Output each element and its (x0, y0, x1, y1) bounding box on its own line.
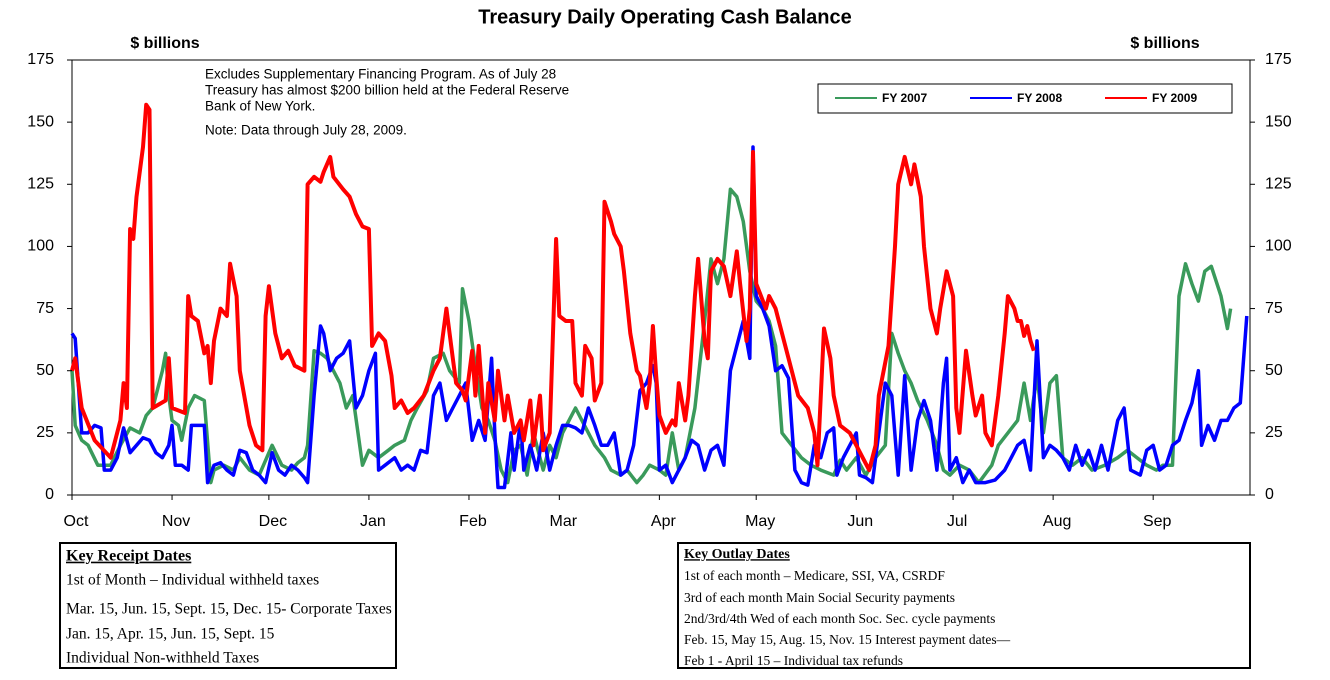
legend-box (817, 83, 1233, 114)
legend-label: FY 2008 (1017, 91, 1062, 105)
y2-tick-label: 50 (1265, 362, 1283, 379)
y2-axis-label: $ billions (1130, 35, 1199, 52)
x-tick-label: May (745, 513, 775, 530)
annotation: Bank of New York. (205, 99, 315, 114)
annotation: Treasury has almost $200 billion held at… (205, 83, 569, 98)
receipt-title: Key Receipt Dates (66, 548, 191, 565)
y-tick-label: 100 (27, 238, 54, 255)
series-group (70, 102, 1249, 490)
x-tick-label: Aug (1043, 513, 1071, 530)
plot-frame (71, 59, 1251, 496)
legend-label: FY 2009 (1152, 91, 1197, 105)
outlay-line: Feb. 15, May 15, Aug. 15, Nov. 15 Intere… (684, 632, 1011, 647)
series-line (70, 145, 1249, 490)
x-tick-label: Jul (947, 513, 967, 530)
x-tick-label: Nov (162, 513, 190, 530)
outlay-line: 1st of each month – Medicare, SSI, VA, C… (684, 568, 945, 583)
x-tick-label: Feb (459, 513, 487, 530)
outlay-box (677, 542, 1251, 669)
y-tick-label: 75 (36, 300, 54, 317)
y2-tick-label: 25 (1265, 424, 1283, 441)
y-axis-label: $ billions (130, 35, 199, 52)
receipt-line: Jan. 15, Apr. 15, Jun. 15, Sept. 15 (66, 626, 275, 643)
y-tick-label: 150 (27, 113, 54, 130)
outlay-title: Key Outlay Dates (684, 547, 790, 562)
legend-label: FY 2007 (882, 91, 927, 105)
y2-tick-label: 150 (1265, 113, 1292, 130)
y2-tick-label: 125 (1265, 176, 1292, 193)
y2-tick-label: 75 (1265, 300, 1283, 317)
y-tick-label: 0 (45, 486, 54, 503)
series-line (70, 102, 1036, 473)
outlay-line: 2nd/3rd/4th Wed of each month Soc. Sec. … (684, 611, 995, 626)
chart-title: Treasury Daily Operating Cash Balance (478, 6, 852, 28)
y2-tick-label: 100 (1265, 238, 1292, 255)
x-tick-label: Sep (1143, 513, 1172, 530)
y2-tick-label: 175 (1265, 51, 1292, 68)
receipt-line: Individual Non-withheld Taxes (66, 650, 259, 667)
outlay-line: Feb 1 - April 15 – Individual tax refund… (684, 653, 903, 668)
receipt-line: 1st of Month – Individual withheld taxes (66, 572, 319, 589)
note: Note: Data through July 28, 2009. (205, 123, 407, 138)
x-tick-label: Jan (360, 513, 386, 530)
x-tick-label: Mar (550, 513, 578, 530)
x-tick-label: Oct (64, 513, 89, 530)
y-tick-label: 25 (36, 424, 54, 441)
x-tick-label: Apr (651, 513, 677, 530)
x-tick-label: Jun (847, 513, 873, 530)
outlay-line: 3rd of each month Main Social Security p… (684, 590, 955, 605)
receipt-box (59, 542, 397, 669)
x-tick-label: Dec (259, 513, 287, 530)
y-tick-label: 175 (27, 51, 54, 68)
y-tick-label: 50 (36, 362, 54, 379)
y2-tick-label: 0 (1265, 486, 1274, 503)
annotation: Excludes Supplementary Financing Program… (205, 67, 556, 82)
receipt-line: Mar. 15, Jun. 15, Sept. 15, Dec. 15- Cor… (66, 601, 392, 618)
y-tick-label: 125 (27, 176, 54, 193)
